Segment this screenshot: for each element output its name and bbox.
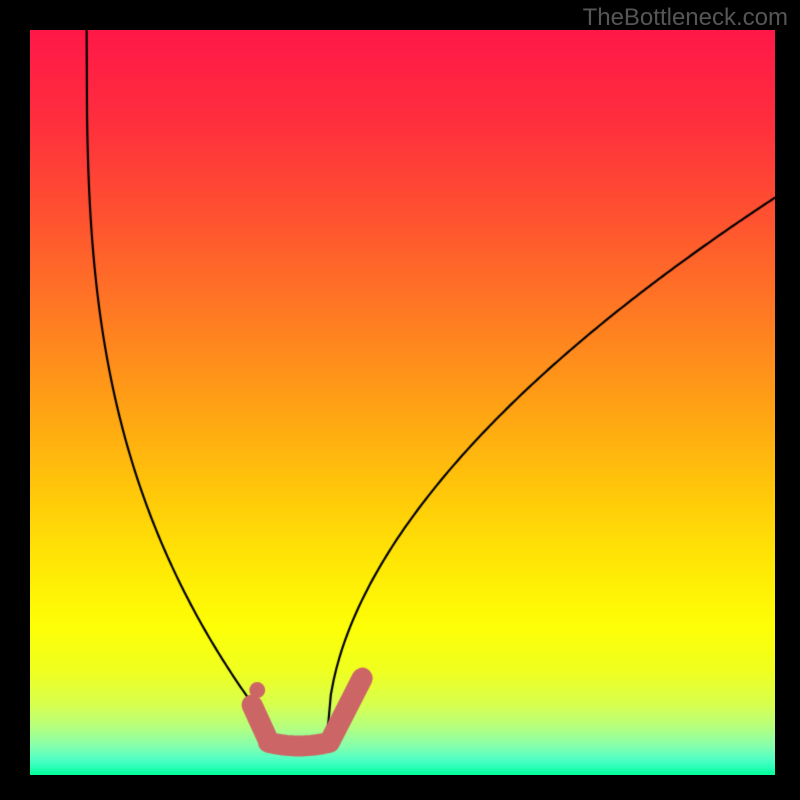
watermark-text: TheBottleneck.com: [583, 4, 788, 32]
chart-container: TheBottleneck.com: [0, 0, 800, 800]
bottleneck-curve: [0, 0, 800, 800]
